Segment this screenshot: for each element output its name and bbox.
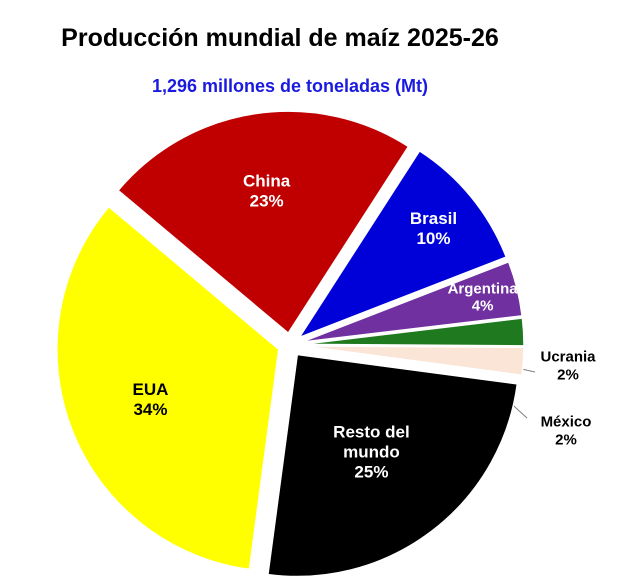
pie-slice-brasil	[297, 149, 508, 339]
slice-value-label: 2%	[555, 431, 577, 448]
slice-name-label: EUA	[133, 380, 169, 399]
slice-value-label: 34%	[133, 400, 167, 419]
slice-label-argentina: Argentina 4%	[448, 281, 519, 315]
slice-name-label: Ucrania	[540, 348, 596, 365]
slice-label-resto-del-mundo: Resto del mundo 25%	[333, 422, 410, 481]
slice-name-label: mundo	[343, 442, 400, 461]
slice-label-eua: EUA 34%	[133, 380, 169, 419]
slice-value-label: 4%	[472, 298, 494, 315]
slice-value-label: 10%	[416, 229, 450, 248]
slice-value-label: 25%	[354, 462, 388, 481]
slice-name-label: Brasil	[410, 209, 457, 228]
slice-value-label: 23%	[250, 191, 284, 210]
slice-name-label: Resto del	[333, 422, 410, 441]
pie-slice-argentina	[301, 260, 523, 343]
slice-label-china: China 23%	[243, 171, 291, 210]
pie-slice-resto-del-mundo	[267, 353, 519, 578]
pie-slice-china	[117, 110, 410, 335]
slice-name-label: China	[243, 171, 291, 190]
slice-value-label: 2%	[557, 366, 579, 383]
slice-name-label: Argentina	[448, 281, 519, 298]
slice-label-brasil: Brasil 10%	[410, 209, 457, 248]
chart-title: Producción mundial de maíz 2025-26	[61, 24, 499, 52]
slice-label-ucrania: Ucrania 2%	[540, 348, 596, 383]
slice-name-label: México	[541, 413, 592, 430]
chart-subtitle: 1,296 millones de toneladas (Mt)	[151, 76, 429, 96]
pie-slice-méxico	[301, 345, 525, 377]
slice-label-méxico: México 2%	[541, 413, 592, 448]
pie-slice-ucrania	[301, 317, 525, 347]
pie-slice-eua	[56, 205, 280, 571]
